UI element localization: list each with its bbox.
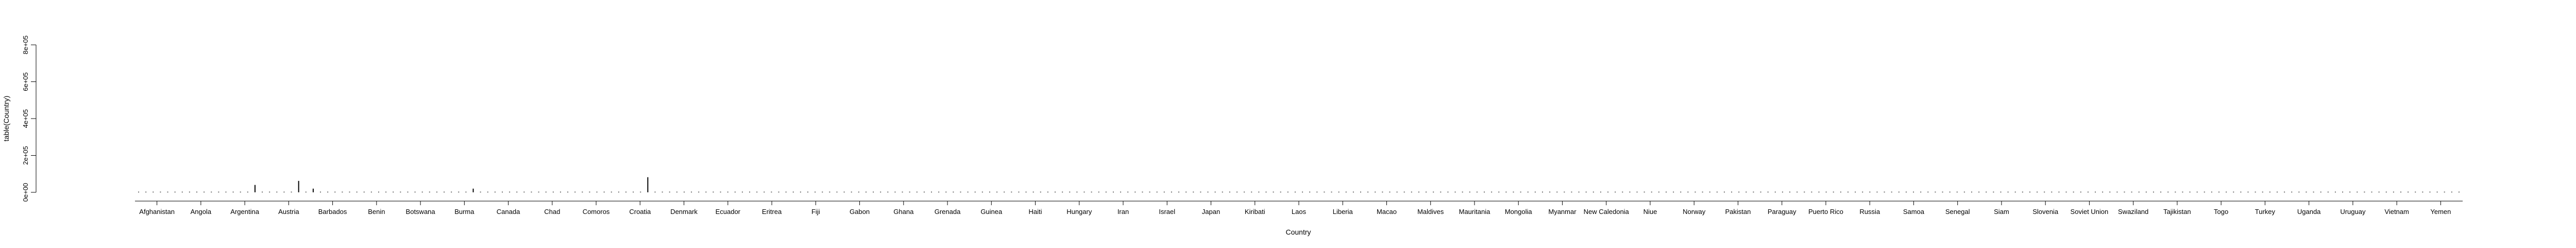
x-tick-label: Kiribati (1245, 208, 1265, 216)
x-tick-label: Benin (368, 208, 385, 216)
x-tick-label: Austria (278, 208, 299, 216)
x-tick-label: Siam (1994, 208, 2009, 216)
x-tick-label: Turkey (2255, 208, 2276, 216)
y-tick-label: 8e+05 (22, 36, 29, 55)
x-tick-label: Togo (2214, 208, 2228, 216)
x-tick-label: Swaziland (2118, 208, 2148, 216)
x-tick-label: Norway (1683, 208, 1706, 216)
x-tick-label: Comoros (583, 208, 610, 216)
x-tick-label: Uganda (2297, 208, 2321, 216)
x-tick-label: New Caledonia (1584, 208, 1630, 216)
x-tick-label: Mongolia (1505, 208, 1533, 216)
x-tick-label: Iran (1117, 208, 1129, 216)
y-tick-label: 4e+05 (22, 109, 29, 128)
x-tick-label: Slovenia (2032, 208, 2059, 216)
x-tick-label: Uruguay (2340, 208, 2366, 216)
x-tick-label: Maldives (1417, 208, 1444, 216)
x-tick-label: Gabon (850, 208, 870, 216)
x-tick-label: Pakistan (1725, 208, 1751, 216)
x-tick-label: Senegal (1945, 208, 1970, 216)
x-tick-label: Grenada (935, 208, 961, 216)
x-tick-label: Botswana (406, 208, 436, 216)
bar-series (138, 177, 2460, 192)
x-tick-label: Myanmar (1548, 208, 1577, 216)
x-tick-label: Argentina (230, 208, 259, 216)
x-tick-label: Croatia (629, 208, 651, 216)
x-tick-label: Afghanistan (139, 208, 175, 216)
x-tick-label: Haiti (1029, 208, 1042, 216)
x-axis: Afghanistan Angola Argentina Austria Barbado… (135, 201, 2463, 216)
y-axis: 0e+00 2e+05 4e+05 6e+05 8e+05 (22, 36, 37, 202)
x-tick-label: Japan (1202, 208, 1220, 216)
x-tick-label: Yemen (2430, 208, 2451, 216)
y-tick-label: 2e+05 (22, 146, 29, 165)
x-tick-label: Guinea (980, 208, 1003, 216)
y-tick-label: 6e+05 (22, 72, 29, 91)
x-tick-label: Mauritania (1459, 208, 1490, 216)
x-tick-label: Paraguay (1768, 208, 1797, 216)
y-axis-title: table(Country) (2, 96, 10, 142)
x-tick-label: Puerto Rico (1808, 208, 1843, 216)
y-tick-label: 0e+00 (22, 183, 29, 202)
x-tick-label: Soviet Union (2071, 208, 2109, 216)
x-tick-label: Barbados (318, 208, 347, 216)
x-tick-label: Israel (1159, 208, 1175, 216)
x-tick-label: Ghana (893, 208, 914, 216)
x-tick-label: Ecuador (716, 208, 741, 216)
x-tick-label: Laos (1292, 208, 1307, 216)
x-tick-label: Vietnam (2384, 208, 2409, 216)
x-tick-label: Chad (544, 208, 560, 216)
x-tick-label: Eritrea (762, 208, 782, 216)
x-tick-label: Burma (454, 208, 474, 216)
x-axis-title: Country (1285, 228, 1311, 236)
x-tick-label: Angola (191, 208, 212, 216)
x-tick-label: Liberia (1333, 208, 1353, 216)
x-tick-label: Canada (497, 208, 520, 216)
x-tick-label: Macao (1377, 208, 1397, 216)
x-tick-label: Tajikistan (2163, 208, 2191, 216)
x-tick-label: Fiji (811, 208, 820, 216)
x-tick-label: Samoa (1903, 208, 1925, 216)
x-tick-label: Hungary (1066, 208, 1092, 216)
x-tick-label: Russia (1859, 208, 1880, 216)
x-tick-label: Niue (1643, 208, 1657, 216)
x-tick-label: Denmark (670, 208, 698, 216)
